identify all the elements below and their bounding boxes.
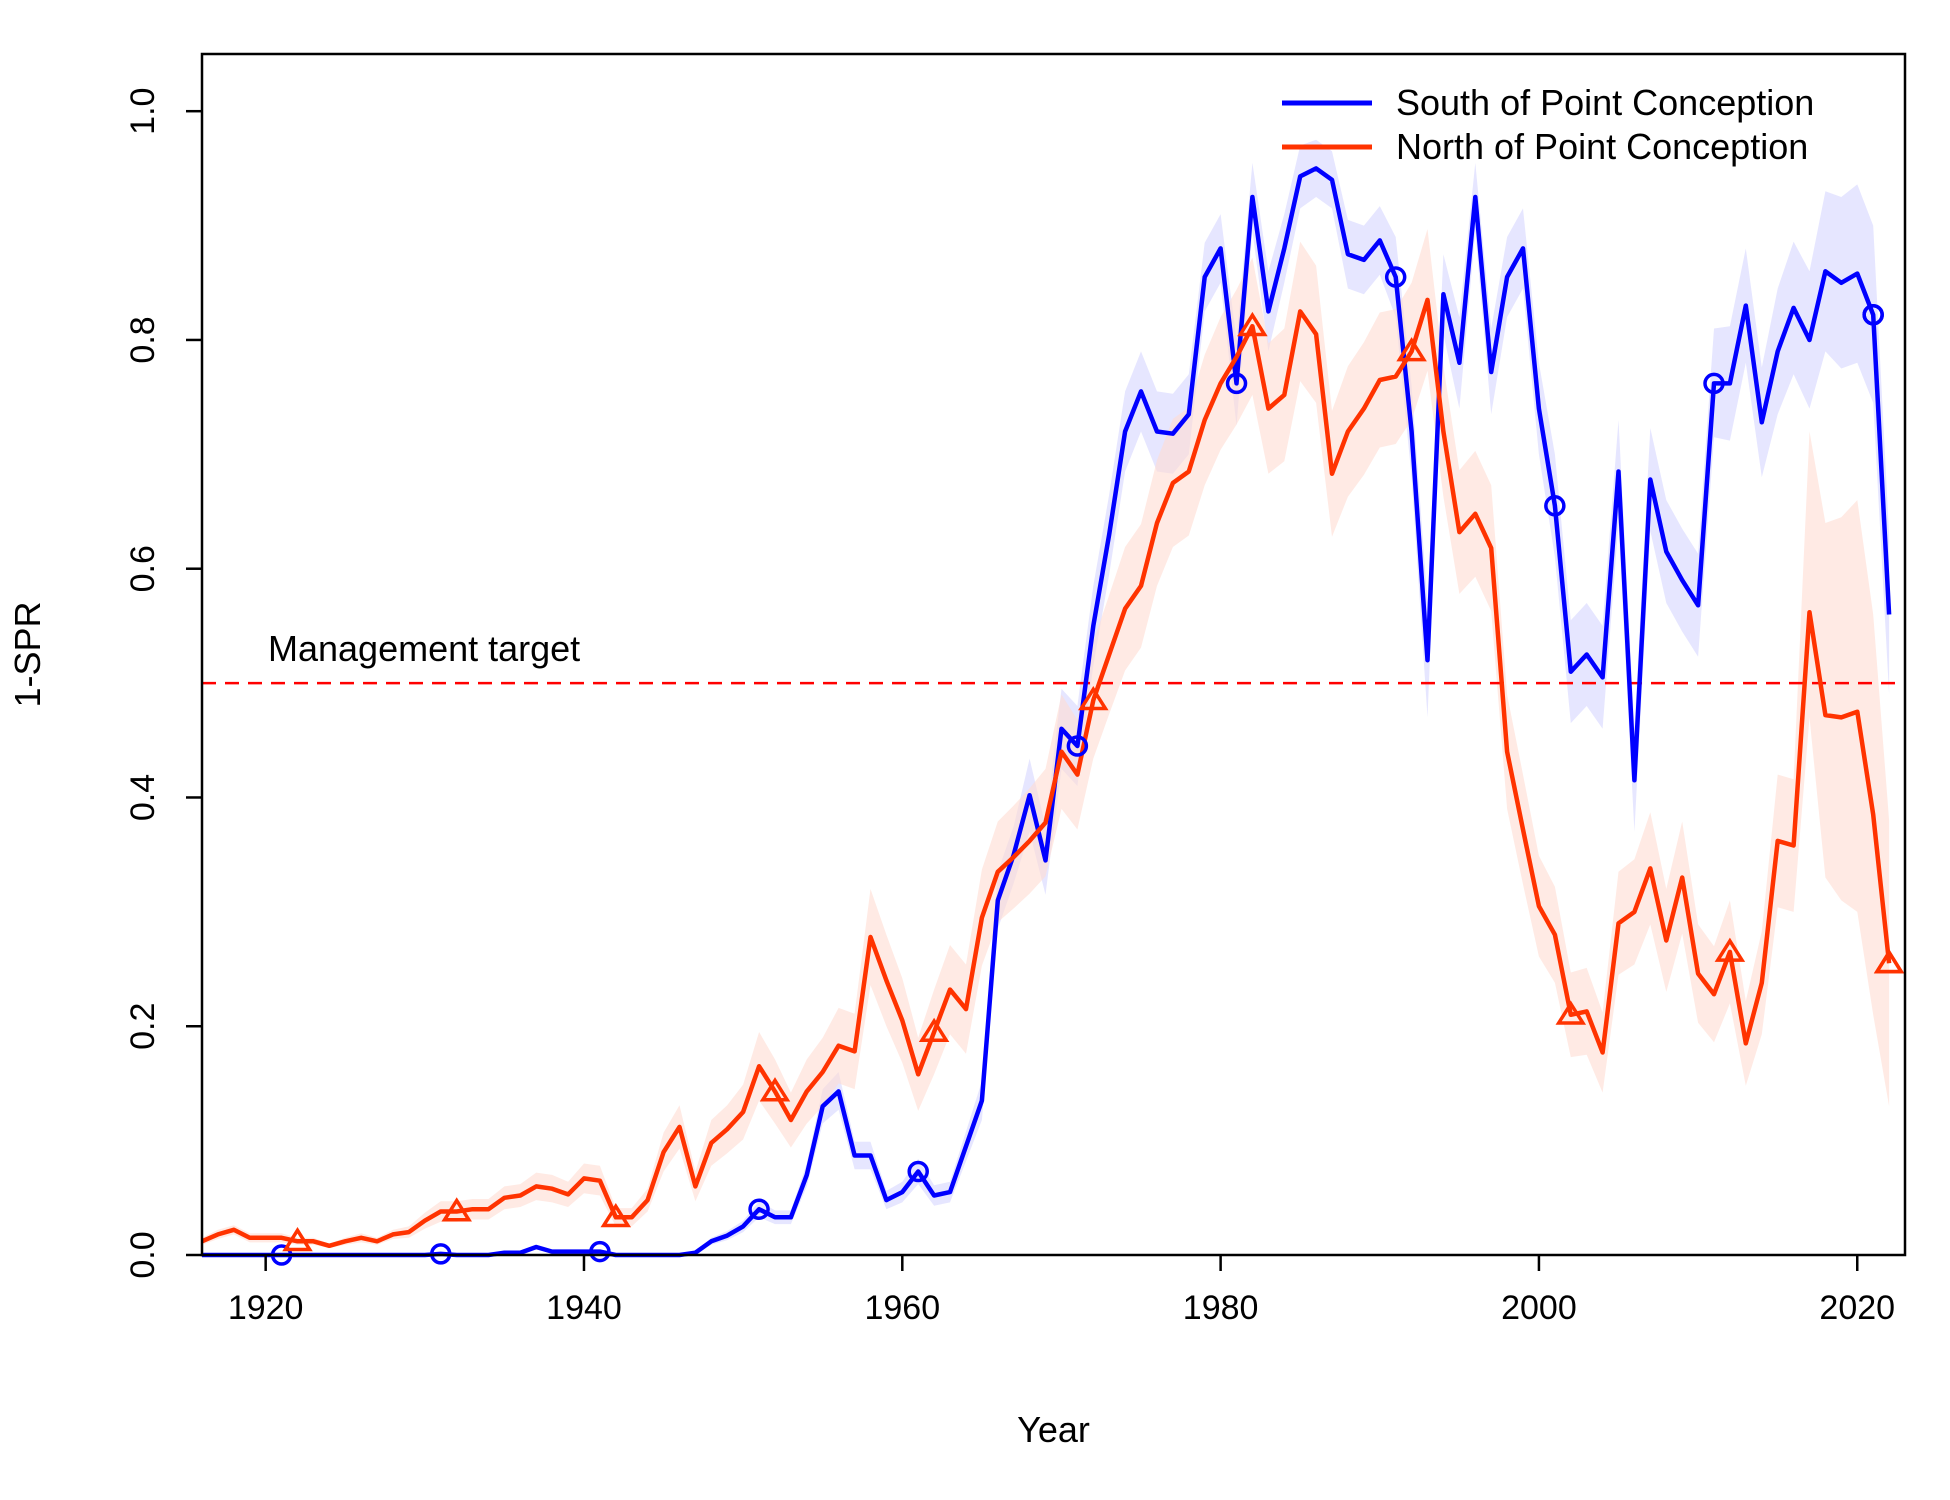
x-tick-label: 1960	[864, 1289, 940, 1327]
legend: South of Point Conception North of Point…	[1282, 82, 1814, 167]
marker-triangle	[441, 1197, 472, 1222]
marker-circle	[1544, 495, 1566, 517]
management-target-label: Management target	[268, 628, 580, 669]
marker-circle	[1225, 372, 1248, 395]
marker-triangle	[600, 1203, 632, 1228]
y-axis-title: 1-SPR	[7, 601, 48, 707]
marker-triangle	[918, 1017, 950, 1042]
marker-circle	[748, 1198, 770, 1220]
marker-triangle	[1078, 686, 1109, 711]
line-series-0	[202, 166, 1892, 1258]
x-tick-label: 2020	[1819, 1289, 1895, 1327]
x-axis: 1920 1940 1960 1980 2000 2020	[228, 1255, 1895, 1327]
y-tick-label: 1.0	[124, 88, 162, 135]
line-series-1	[201, 297, 1892, 1249]
y-tick-label: 0.0	[124, 1231, 162, 1278]
x-tick-label: 1920	[228, 1289, 304, 1327]
marker-circle	[907, 1160, 929, 1183]
band-series-0	[202, 139, 1890, 1255]
marker-circle	[1384, 266, 1407, 288]
marker-triangle	[282, 1227, 313, 1252]
marker-triangle	[1873, 949, 1905, 974]
marker-triangle	[759, 1077, 791, 1102]
x-tick-label: 1940	[546, 1289, 622, 1327]
series-lines	[201, 166, 1892, 1258]
reference-line-group: Management target	[202, 628, 1905, 685]
marker-triangle	[1396, 337, 1427, 362]
marker-circle	[1703, 372, 1725, 395]
series-markers	[270, 266, 1905, 1266]
y-tick-label: 0.2	[124, 1003, 162, 1050]
y-tick-label: 0.4	[124, 774, 162, 821]
marker-circle	[589, 1240, 611, 1263]
legend-label-north: North of Point Conception	[1396, 126, 1808, 167]
y-tick-label: 0.6	[124, 545, 162, 592]
marker-circle	[1066, 735, 1089, 757]
x-axis-title: Year	[1017, 1409, 1090, 1450]
x-tick-label: 2000	[1501, 1289, 1577, 1327]
y-tick-label: 0.8	[124, 316, 162, 363]
plot-frame	[200, 52, 1907, 1257]
x-tick-label: 1980	[1183, 1289, 1259, 1327]
band-series-1	[202, 229, 1890, 1249]
marker-triangle	[1714, 937, 1746, 962]
y-axis: 0.0 0.2 0.4 0.6 0.8 1.0	[124, 88, 202, 1279]
marker-triangle	[1555, 1000, 1587, 1025]
marker-circle	[1862, 304, 1884, 326]
legend-label-south: South of Point Conception	[1396, 82, 1814, 123]
marker-triangle	[1237, 311, 1268, 337]
confidence-bands	[202, 139, 1890, 1255]
